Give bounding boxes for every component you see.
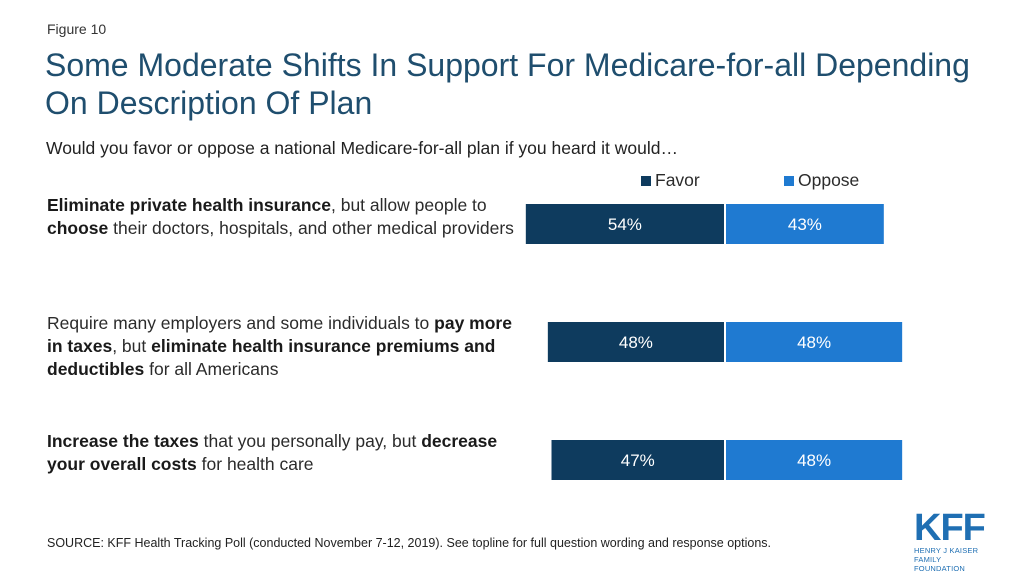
row-label-segment: for all Americans — [144, 359, 279, 379]
chart-subtitle: Would you favor or oppose a national Med… — [46, 138, 678, 158]
legend-oppose-swatch — [784, 175, 794, 186]
legend-oppose: Oppose — [784, 170, 859, 191]
kff-logo-org-line1: HENRY J KAISER — [914, 546, 979, 555]
bar-favor — [547, 322, 724, 362]
legend-favor-swatch — [641, 175, 651, 186]
bar-oppose-label: 48% — [797, 333, 831, 352]
row-label-segment: decrease your overall costs — [47, 431, 498, 474]
bar-oppose — [726, 440, 903, 480]
row-label-3: Increase the taxes that you personally p… — [47, 430, 517, 476]
row-label-segment: , but allow people to — [330, 195, 487, 215]
legend-favor: Favor — [641, 170, 700, 191]
bar-favor — [525, 204, 724, 244]
row-label-segment: , but — [112, 336, 152, 356]
bar-favor-label: 47% — [621, 451, 655, 470]
row-label-segment: that you personally pay, but — [198, 431, 422, 451]
kff-logo-org-line2: FAMILY FOUNDATION — [914, 555, 966, 573]
row-label-2: Require many employers and some individu… — [47, 312, 517, 381]
row-label-segment: eliminate health insurance premiums and … — [47, 336, 496, 379]
bar-favor-label: 54% — [608, 215, 642, 234]
bar-oppose — [726, 322, 903, 362]
source-note: SOURCE: KFF Health Tracking Poll (conduc… — [47, 536, 771, 550]
bar-favor-label: 48% — [619, 333, 653, 352]
bar-oppose-label: 48% — [797, 451, 831, 470]
kff-logo: KFF HENRY J KAISER FAMILY FOUNDATION — [914, 507, 988, 573]
kff-logo-text: KFF — [914, 507, 986, 549]
row-label-segment: choose — [47, 218, 109, 238]
legend-oppose-label: Oppose — [798, 170, 860, 190]
bar-oppose-label: 43% — [788, 215, 822, 234]
page-title: Some Moderate Shifts In Support For Medi… — [45, 47, 970, 121]
row-label-segment: Require many employers and some individu… — [47, 313, 435, 333]
row-label-1: Eliminate private health insurance, but … — [47, 194, 517, 240]
legend-favor-label: Favor — [655, 170, 700, 190]
row-label-segment: pay more in taxes — [47, 313, 512, 356]
row-label-segment: Increase the taxes — [47, 431, 199, 451]
row-label-segment: their doctors, hospitals, and other medi… — [108, 218, 514, 238]
figure-label: Figure 10 — [47, 21, 107, 37]
row-label-segment: for health care — [196, 454, 314, 474]
bar-oppose — [726, 204, 884, 244]
bar-favor — [551, 440, 724, 480]
row-label-segment: Eliminate private health insurance — [47, 195, 331, 215]
